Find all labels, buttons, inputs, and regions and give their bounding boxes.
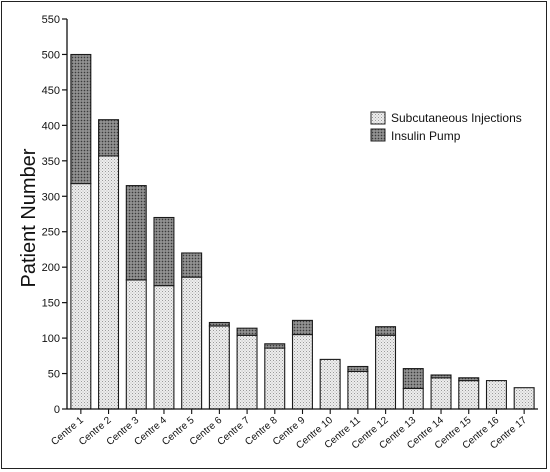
legend: Subcutaneous Injections Insulin Pump	[370, 111, 522, 143]
y-tick-label: 550	[42, 14, 60, 26]
y-tick-label: 450	[42, 85, 60, 97]
bar-segment-insulin-pump	[153, 216, 175, 287]
bar-segment-subcutaneous	[98, 155, 120, 410]
bar-segment-insulin-pump	[70, 53, 92, 185]
bar-segment-insulin-pump	[264, 343, 286, 349]
bar-segment-subcutaneous	[153, 285, 175, 410]
bar-segment-subcutaneous	[430, 377, 452, 410]
bar-segment-subcutaneous	[319, 358, 341, 410]
bar-segment-insulin-pump	[208, 321, 230, 327]
bar-segment-insulin-pump	[430, 374, 452, 379]
bar-segment-insulin-pump	[98, 119, 120, 157]
legend-label-insulin-pump: Insulin Pump	[391, 129, 461, 143]
bar-segment-subcutaneous	[375, 334, 397, 410]
y-tick-label: 50	[48, 369, 60, 381]
bar-segment-subcutaneous	[513, 387, 535, 410]
bar-segment-insulin-pump	[375, 326, 397, 336]
legend-swatch-subcutaneous	[370, 111, 386, 125]
y-tick-label: 350	[42, 156, 60, 168]
bar-segment-subcutaneous	[485, 380, 507, 410]
bar-segment-insulin-pump	[181, 252, 203, 278]
bar-segment-insulin-pump	[347, 365, 369, 373]
y-tick-label: 100	[42, 333, 60, 345]
bar-segment-insulin-pump	[402, 368, 424, 390]
bar-segment-subcutaneous	[125, 279, 147, 410]
bar-segment-subcutaneous	[208, 325, 230, 410]
bar-segment-subcutaneous	[181, 276, 203, 410]
bar-segment-insulin-pump	[125, 185, 147, 281]
y-tick-label: 500	[42, 49, 60, 61]
y-tick-label: 400	[42, 120, 60, 132]
y-tick-label: 200	[42, 262, 60, 274]
y-tick-label: 0	[54, 404, 60, 416]
bar-segment-subcutaneous	[236, 334, 258, 410]
bar-segment-subcutaneous	[458, 380, 480, 410]
bar-segment-subcutaneous	[70, 182, 92, 410]
bar-segment-insulin-pump	[236, 327, 258, 336]
legend-swatch-insulin-pump	[370, 128, 386, 142]
bar-segment-subcutaneous	[402, 387, 424, 410]
y-axis: 0 50 100 150 200 250 300 350 400 450 500 550	[42, 14, 68, 416]
legend-label-subcutaneous: Subcutaneous Injections	[391, 111, 522, 125]
y-axis-label: Patient Number	[18, 148, 40, 287]
bars	[70, 53, 535, 410]
bar-segment-insulin-pump	[291, 319, 313, 336]
y-tick-label: 150	[42, 298, 60, 310]
y-tick-label: 300	[42, 191, 60, 203]
bar-segment-subcutaneous	[347, 370, 369, 410]
y-tick-label: 250	[42, 227, 60, 239]
bar-segment-insulin-pump	[458, 377, 480, 382]
bar-segment-subcutaneous	[291, 333, 313, 410]
bar-segment-subcutaneous	[264, 347, 286, 410]
